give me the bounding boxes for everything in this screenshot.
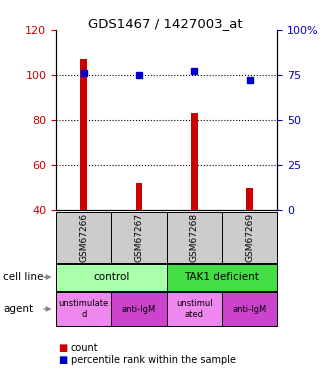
Text: GSM67269: GSM67269 — [245, 213, 254, 262]
Text: ■: ■ — [58, 343, 67, 353]
Text: GDS1467 / 1427003_at: GDS1467 / 1427003_at — [88, 17, 242, 30]
Text: GSM67267: GSM67267 — [135, 213, 144, 262]
Text: anti-IgM: anti-IgM — [232, 304, 267, 313]
Text: control: control — [93, 272, 130, 282]
Text: anti-IgM: anti-IgM — [122, 304, 156, 313]
Text: unstimul
ated: unstimul ated — [176, 299, 213, 319]
Text: GSM67268: GSM67268 — [190, 213, 199, 262]
Text: unstimulate
d: unstimulate d — [59, 299, 109, 319]
Bar — [246, 188, 253, 210]
Text: agent: agent — [3, 304, 33, 314]
Bar — [136, 183, 142, 210]
Text: percentile rank within the sample: percentile rank within the sample — [71, 355, 236, 365]
Bar — [191, 113, 198, 210]
Text: count: count — [71, 343, 99, 353]
Text: ■: ■ — [58, 355, 67, 365]
Text: cell line: cell line — [3, 272, 44, 282]
Text: TAK1 deficient: TAK1 deficient — [184, 272, 259, 282]
Bar — [81, 59, 87, 210]
Text: GSM67266: GSM67266 — [79, 213, 88, 262]
